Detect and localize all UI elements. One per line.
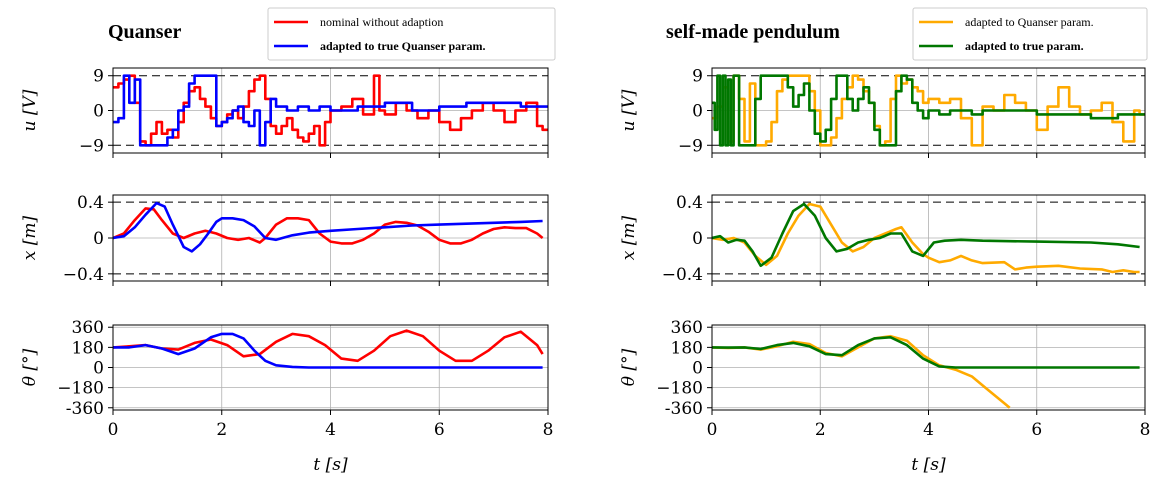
chart-self-made-pendulum: self-made pendulum 9 0 −9 u [V] 0.4 0 −0.4 x [m]… [619,7,1151,475]
y-tick-label: 9 [93,67,104,87]
legend-label: adapted to Quanser param. [965,15,1094,29]
y-axis-label: x [m] [20,215,40,260]
y-tick-label: 0 [93,229,104,249]
y-tick-label: 180 [671,338,703,358]
series-line-blue [113,201,543,253]
legend-box [267,7,556,61]
subplot-0: 9 0 −9 u [V] [619,67,1146,158]
x-tick-label: 4 [923,420,934,440]
chart-title: self-made pendulum [666,21,840,43]
y-tick-label: −9 [678,136,703,156]
y-axis-label: x [m] [619,215,639,260]
y-axis-label: u [V] [20,89,40,131]
series-line-green [712,336,1140,369]
y-axis-label: u [V] [619,89,639,131]
y-tick-label: 0 [692,359,703,379]
x-tick-label: 0 [707,420,718,440]
y-tick-label: −180 [57,379,104,399]
series-line-blue [113,332,543,369]
legend: adapted to Quanser param. adapted to true… [912,7,1148,61]
y-tick-label: 0 [93,102,104,122]
y-tick-label: 360 [72,318,104,338]
legend: nominal without adaption adapted to true … [267,7,556,61]
x-tick-label: 6 [1031,420,1042,440]
series-line-red [113,74,548,147]
legend-label: adapted to true param. [965,39,1084,53]
x-tick-label: 2 [815,420,826,440]
y-tick-label: −9 [79,136,104,156]
chart-title: Quanser [108,21,181,43]
y-tick-label: -360 [665,399,703,419]
y-tick-label: 180 [72,338,104,358]
x-tick-label: 8 [543,420,554,440]
y-tick-label: 0.4 [77,193,104,213]
y-axis-label: θ [°] [20,348,40,386]
series-line-orange [712,334,1011,409]
subplot-1: 0.4 0 −0.4 x [m] [20,193,549,286]
subplot-0: 9 0 −9 u [V] [20,67,549,158]
x-tick-label: 0 [108,420,119,440]
y-tick-label: -360 [66,399,104,419]
x-tick-label: 4 [325,420,336,440]
y-tick-label: −0.4 [662,265,703,285]
y-tick-label: −0.4 [63,265,104,285]
y-tick-label: −180 [656,379,703,399]
series-line-orange [712,202,1140,274]
series-line-green [712,74,1145,147]
x-tick-label: 2 [216,420,227,440]
x-axis-label: t [s] [911,455,946,475]
x-axis-label: t [s] [313,455,348,475]
subplot-1: 0.4 0 −0.4 x [m] [619,193,1146,286]
y-tick-label: 0 [93,359,104,379]
x-tick-label: 6 [434,420,445,440]
y-axis-label: θ [°] [619,348,639,386]
x-tick-label: 8 [1140,420,1151,440]
y-tick-label: 0 [692,229,703,249]
series-line-blue [113,74,548,147]
series-line-green [712,202,1140,268]
legend-label: adapted to true Quanser param. [320,39,485,53]
series-line-red [113,329,544,363]
y-tick-label: 0 [692,102,703,122]
legend-box [912,7,1148,61]
y-tick-label: 360 [671,318,703,338]
series-line-red [113,207,544,245]
y-tick-label: 0.4 [676,193,703,213]
legend-label: nominal without adaption [320,15,443,29]
y-tick-label: 9 [692,67,703,87]
